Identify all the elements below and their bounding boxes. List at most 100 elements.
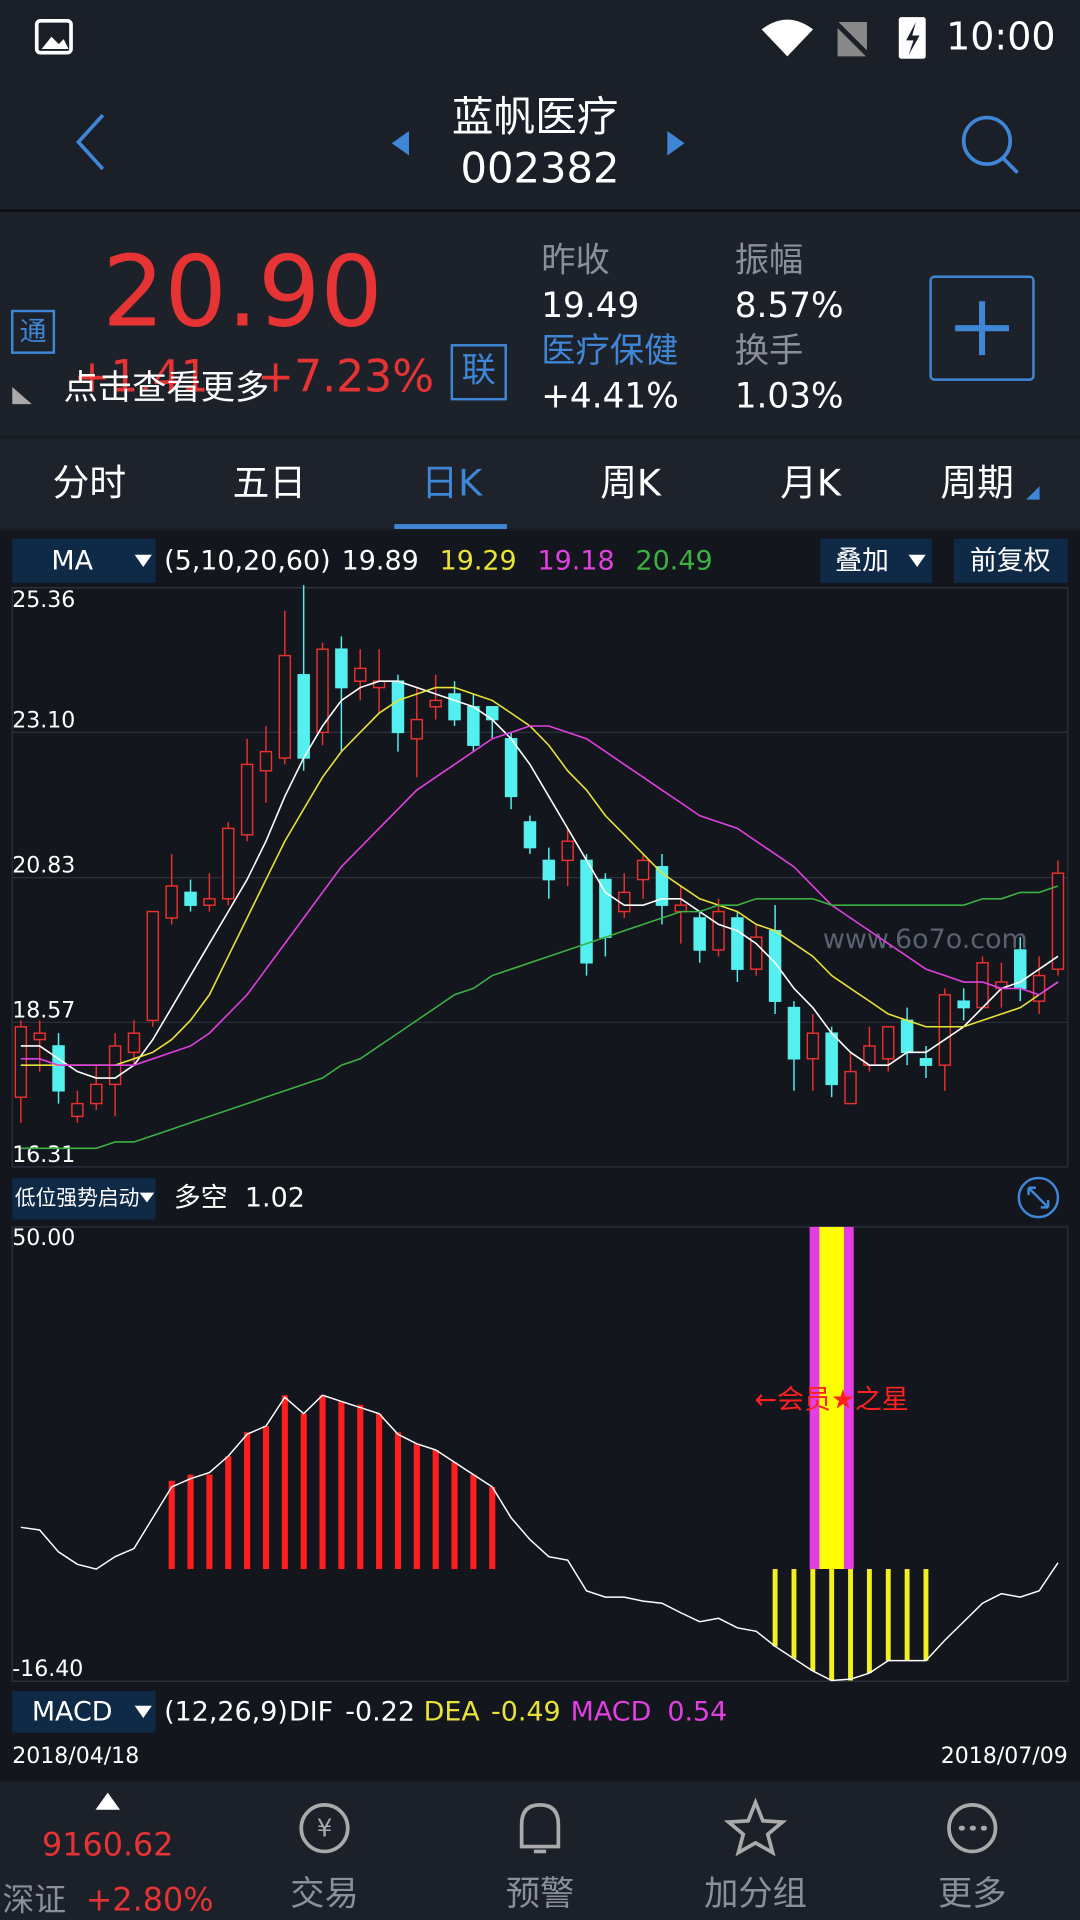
- histogram-bar: [772, 1569, 778, 1647]
- gallery-icon: [34, 18, 73, 55]
- candle-body: [14, 1026, 28, 1098]
- amplitude: 8.57%: [735, 286, 844, 326]
- candle-body: [599, 878, 612, 938]
- histogram-bar: [904, 1569, 910, 1661]
- prev-stock[interactable]: [391, 131, 409, 156]
- histogram-bar: [357, 1404, 364, 1570]
- histogram-bar: [206, 1474, 213, 1570]
- histogram-bar: [885, 1569, 891, 1661]
- candle-body: [976, 962, 989, 1009]
- candle-body: [655, 866, 669, 906]
- y-tick-label: 25.36: [12, 588, 75, 613]
- candle-body: [89, 1083, 103, 1105]
- histogram-bar: [470, 1474, 477, 1570]
- candle-body: [806, 1032, 820, 1060]
- change: +1.41: [73, 352, 208, 403]
- dif-value: -0.22: [345, 1697, 415, 1728]
- candle-body: [1032, 974, 1046, 1002]
- tab[interactable]: 周K: [600, 461, 662, 504]
- back-button[interactable]: [75, 113, 105, 171]
- nav-item[interactable]: 交易: [290, 1874, 359, 1914]
- overlay-dropdown: [908, 554, 926, 567]
- tab[interactable]: 五日: [233, 461, 306, 504]
- candle-body: [712, 910, 725, 951]
- candle-body: [127, 1032, 141, 1054]
- candle-body: [580, 859, 593, 964]
- candle-body: [354, 667, 367, 682]
- histogram-bar: [168, 1480, 175, 1570]
- histogram-bar: [432, 1449, 439, 1570]
- ma-line: [20, 686, 1059, 1066]
- nav-items: 交易 预警 加分组 更多: [290, 1874, 1006, 1914]
- histogram-bar: [376, 1413, 383, 1570]
- nav-item[interactable]: 加分组: [704, 1874, 807, 1914]
- y-tick-label: 23.10: [12, 708, 75, 733]
- sector[interactable]: 医疗保健: [541, 331, 678, 371]
- histogram-bar: [262, 1426, 270, 1570]
- histogram-bar: [244, 1432, 251, 1570]
- tab[interactable]: 周期: [940, 461, 1013, 504]
- prev-close-label: 昨收: [541, 241, 610, 281]
- candle-body: [448, 693, 461, 721]
- histogram-bar: [338, 1401, 345, 1570]
- macd-dropdown: [134, 1705, 152, 1718]
- corner-mark: [12, 386, 32, 405]
- candle-body: [636, 859, 650, 881]
- add-button[interactable]: [929, 275, 1035, 381]
- candle-body: [731, 917, 744, 970]
- overlay-button: 叠加: [835, 546, 889, 577]
- tong-label: 通: [20, 317, 47, 348]
- watermark: www.6o7o.com: [823, 924, 1028, 955]
- candle-body: [957, 1000, 970, 1009]
- expand-button[interactable]: [1017, 1176, 1060, 1219]
- amplitude-label: 振幅: [735, 241, 804, 281]
- y-tick-label: 16.31: [12, 1143, 75, 1168]
- nav-item[interactable]: 预警: [506, 1874, 575, 1914]
- candle-body: [33, 1032, 46, 1041]
- adjust-select[interactable]: [953, 538, 1068, 583]
- histogram-bar: [394, 1432, 402, 1570]
- histogram-bar: [225, 1456, 232, 1570]
- ratio-label: 多空: [174, 1182, 228, 1213]
- tab[interactable]: 分时: [53, 461, 126, 504]
- indicator-select[interactable]: [12, 1177, 156, 1220]
- candle-body: [165, 885, 178, 919]
- y-tick-label: -16.40: [12, 1657, 83, 1682]
- gallery-icon-shape: [41, 36, 69, 49]
- index-change: +2.80%: [86, 1881, 214, 1919]
- overlay-hint[interactable]: 点击查看更多: [64, 368, 270, 408]
- y-tick-label: 18.57: [12, 998, 75, 1023]
- ma-line: [20, 725, 1059, 1066]
- candle-body: [919, 1058, 933, 1066]
- signal-bar-core: [819, 1226, 844, 1570]
- tong-badge: [11, 309, 56, 354]
- battery-bolt: [906, 22, 920, 56]
- ma-params: (5,10,20,60): [164, 546, 331, 577]
- candle-body: [71, 1102, 84, 1118]
- candle-body: [391, 680, 405, 734]
- ma-select[interactable]: [12, 538, 156, 583]
- sim-slash: [830, 17, 874, 61]
- candle-body: [335, 648, 348, 689]
- indicator-line: [20, 1394, 1059, 1682]
- trade-icon-glyph: ¥: [317, 1813, 333, 1842]
- index-value[interactable]: 9160.62: [42, 1826, 174, 1864]
- index-name: 深证: [2, 1881, 66, 1919]
- candle-body: [882, 1026, 895, 1060]
- candle-body: [429, 699, 442, 708]
- clock: 10:00: [946, 15, 1055, 59]
- nav-item[interactable]: 更多: [938, 1874, 1007, 1914]
- histogram-bar: [848, 1569, 853, 1681]
- next-stock[interactable]: [667, 131, 685, 156]
- macd-select[interactable]: [12, 1691, 156, 1733]
- end-date: 2018/07/09: [941, 1744, 1068, 1769]
- tab[interactable]: 月K: [780, 461, 842, 504]
- candle-body: [844, 1070, 857, 1105]
- tab[interactable]: 日K: [421, 461, 483, 504]
- tab-bar: [0, 438, 1080, 529]
- search-button[interactable]: [961, 115, 1013, 166]
- annotation: ←会员★之星: [754, 1384, 908, 1415]
- candle-body: [316, 648, 329, 734]
- more-icon: [947, 1803, 998, 1854]
- chart-panel: [0, 531, 1080, 1781]
